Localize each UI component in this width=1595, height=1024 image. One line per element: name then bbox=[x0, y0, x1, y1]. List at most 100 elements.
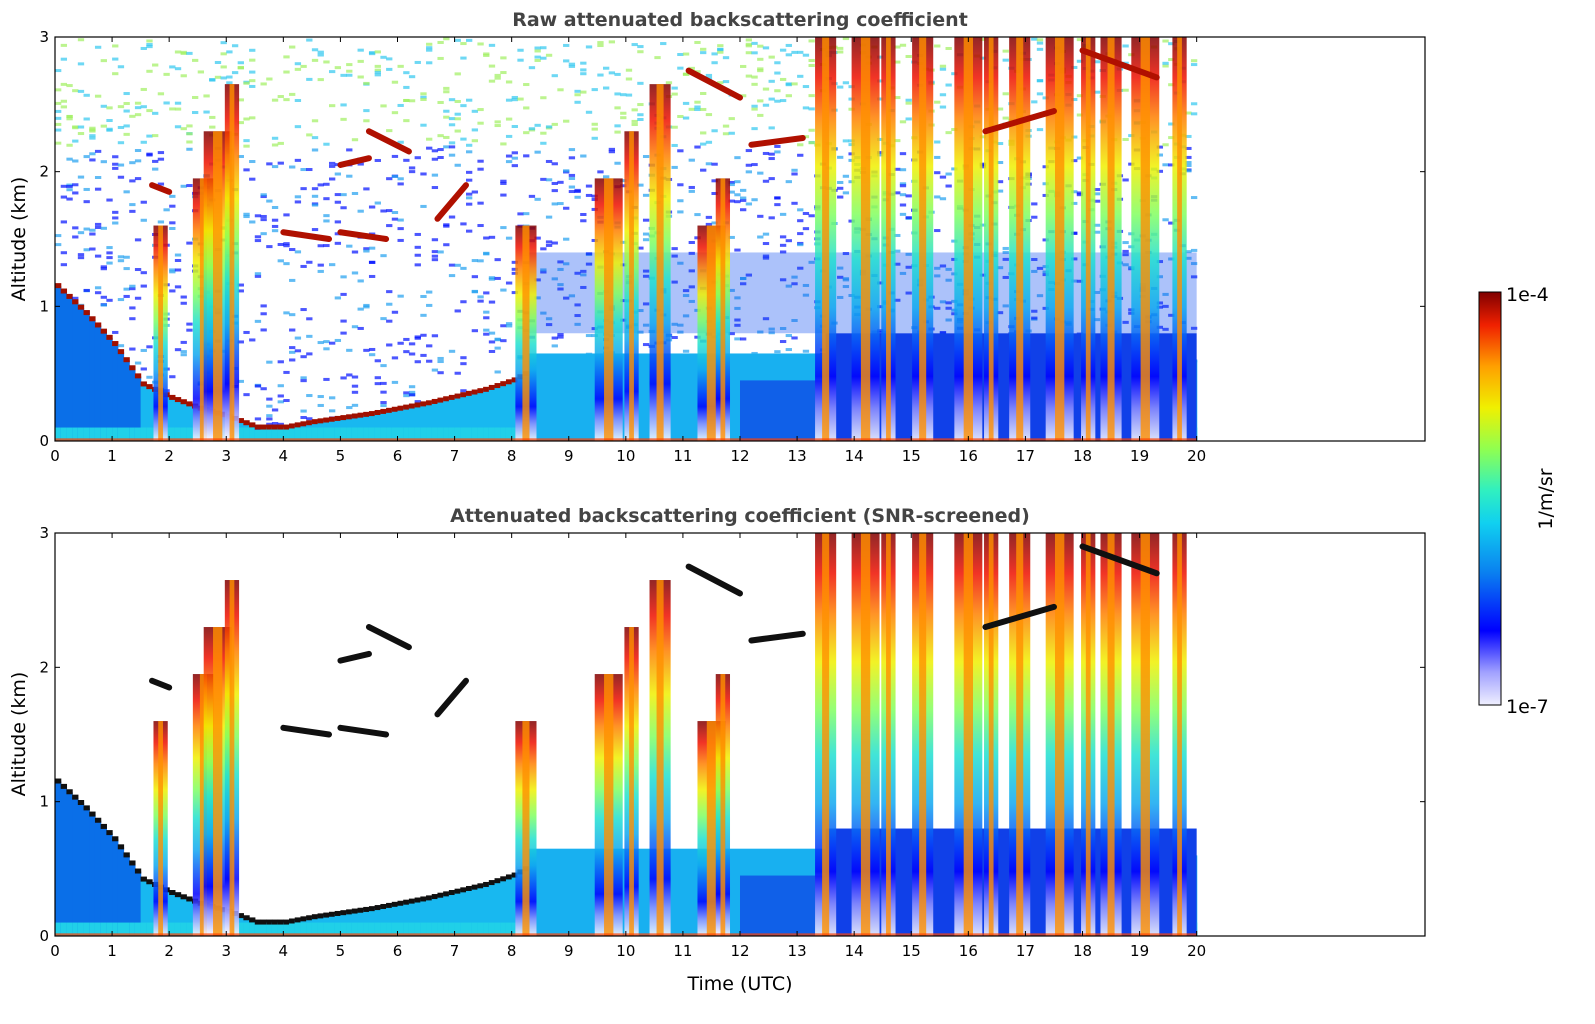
x-tick-label: 12 bbox=[730, 942, 749, 960]
noise-speck bbox=[842, 81, 850, 85]
noise-speck bbox=[1122, 253, 1129, 257]
noise-speck bbox=[642, 302, 650, 306]
surface-column bbox=[471, 922, 479, 936]
noise-speck bbox=[642, 193, 650, 197]
cloud-core bbox=[604, 178, 614, 441]
x-tick-label: 14 bbox=[845, 942, 864, 960]
noise-speck bbox=[448, 215, 456, 219]
noise-speck bbox=[357, 48, 364, 52]
noise-speck bbox=[283, 311, 290, 315]
noise-speck bbox=[899, 203, 907, 207]
noise-speck bbox=[768, 97, 775, 101]
noise-speck bbox=[568, 173, 576, 177]
noise-speck bbox=[905, 252, 912, 256]
noise-speck bbox=[231, 71, 239, 75]
surface-column bbox=[260, 922, 267, 936]
noise-speck bbox=[437, 100, 444, 104]
surface-column bbox=[134, 922, 142, 936]
noise-speck bbox=[89, 128, 96, 132]
noise-speck bbox=[386, 290, 393, 294]
noise-speck bbox=[677, 330, 684, 334]
noise-speck bbox=[260, 193, 267, 197]
noise-speck bbox=[1168, 58, 1175, 62]
aerosol-column bbox=[431, 897, 439, 936]
noise-speck bbox=[488, 300, 496, 304]
noise-speck bbox=[620, 240, 627, 244]
noise-speck bbox=[774, 203, 781, 207]
noise-speck bbox=[94, 222, 102, 226]
noise-speck bbox=[443, 86, 450, 90]
noise-speck bbox=[254, 272, 262, 276]
cloud-core bbox=[886, 37, 891, 441]
aerosol-column bbox=[443, 399, 450, 441]
noise-speck bbox=[334, 66, 342, 70]
noise-speck bbox=[939, 264, 947, 268]
noise-speck bbox=[682, 289, 690, 293]
noise-speck bbox=[842, 278, 850, 282]
surface-column bbox=[300, 427, 307, 441]
bl-top-segment bbox=[357, 907, 364, 913]
noise-speck bbox=[705, 162, 713, 166]
noise-speck bbox=[637, 183, 644, 187]
noise-speck bbox=[585, 193, 593, 197]
noise-speck bbox=[100, 104, 107, 108]
noise-speck bbox=[551, 202, 558, 206]
noise-speck bbox=[351, 191, 359, 195]
noise-speck bbox=[89, 126, 96, 130]
noise-speck bbox=[842, 285, 850, 289]
noise-speck bbox=[728, 199, 735, 203]
noise-speck bbox=[317, 50, 324, 54]
noise-speck bbox=[66, 185, 73, 189]
noise-speck bbox=[494, 73, 501, 77]
noise-speck bbox=[134, 159, 142, 163]
noise-speck bbox=[905, 265, 912, 269]
noise-speck bbox=[346, 348, 353, 352]
bl-top-segment bbox=[283, 919, 290, 925]
elevated-layer bbox=[434, 677, 469, 718]
noise-speck bbox=[363, 348, 370, 352]
noise-speck bbox=[745, 163, 753, 167]
noise-speck bbox=[500, 288, 507, 292]
elevated-layer bbox=[337, 650, 372, 664]
noise-speck bbox=[894, 96, 901, 100]
elevated-layer bbox=[1079, 47, 1160, 81]
snr-screened-panel: Attenuated backscattering coefficient (S… bbox=[8, 505, 1426, 995]
noise-speck bbox=[157, 157, 165, 161]
noise-speck bbox=[112, 155, 119, 159]
noise-speck bbox=[483, 310, 490, 314]
noise-speck bbox=[129, 209, 136, 213]
noise-speck bbox=[443, 90, 450, 94]
noise-speck bbox=[785, 43, 792, 47]
noise-speck bbox=[877, 305, 884, 309]
noise-speck bbox=[728, 288, 735, 292]
noise-speck bbox=[751, 51, 758, 55]
bl-top-segment bbox=[243, 915, 250, 921]
noise-speck bbox=[249, 160, 256, 164]
noise-speck bbox=[1162, 39, 1169, 43]
bl-top-segment bbox=[340, 910, 347, 916]
noise-speck bbox=[351, 384, 359, 388]
noise-speck bbox=[368, 246, 376, 250]
noise-speck bbox=[266, 360, 273, 364]
noise-speck bbox=[55, 69, 62, 73]
noise-speck bbox=[129, 306, 136, 310]
cloud-core bbox=[1055, 37, 1065, 441]
noise-speck bbox=[294, 349, 302, 353]
noise-speck bbox=[283, 98, 290, 102]
surface-column bbox=[477, 427, 484, 441]
noise-speck bbox=[877, 79, 884, 83]
bl-top-segment bbox=[437, 397, 444, 403]
noise-speck bbox=[774, 99, 781, 103]
noise-speck bbox=[289, 278, 296, 282]
noise-speck bbox=[768, 216, 775, 220]
noise-speck bbox=[431, 157, 439, 161]
noise-speck bbox=[545, 53, 553, 57]
surface-column bbox=[55, 922, 62, 936]
noise-speck bbox=[1002, 257, 1009, 261]
noise-speck bbox=[317, 244, 324, 248]
noise-speck bbox=[454, 309, 461, 313]
noise-speck bbox=[346, 73, 353, 77]
noise-speck bbox=[797, 153, 804, 157]
noise-speck bbox=[323, 60, 330, 64]
noise-speck bbox=[460, 104, 467, 108]
